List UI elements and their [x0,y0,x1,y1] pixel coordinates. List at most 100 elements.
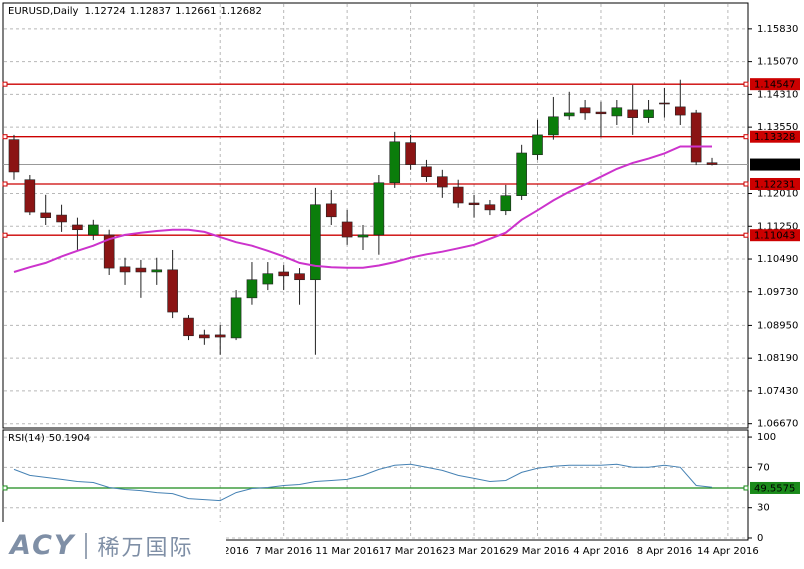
price-label-box [750,130,800,143]
candle-body [389,141,401,184]
brand-text: 稀万国际 [97,535,194,561]
candle-body [627,109,638,118]
level-marker [743,181,749,187]
price-label-box [750,78,800,91]
candle-body [135,267,147,273]
candle-body [167,269,178,313]
candle-body [563,112,575,117]
candle-body [119,266,131,273]
candle-body [516,152,527,196]
open-value: 1.12724 [84,6,125,17]
y-tick-label: 100 [757,432,776,443]
rsi-value: 50.1904 [49,433,90,444]
price-label: 1.13328 [754,132,795,143]
candle-body [659,102,670,105]
x-tick-label: 8 Apr 2016 [637,546,692,557]
level-marker [743,232,749,238]
level-marker [2,181,8,187]
price-label: 1.12231 [754,179,795,190]
watermark: ACY 稀万国际 [0,522,226,569]
candle-body [246,279,258,299]
chart-header: EURUSD,Daily 1.12724 1.12837 1.12661 1.12682 [8,6,262,17]
candle-body [183,317,194,337]
brand: ACY [10,530,76,561]
y-tick-label: 1.12010 [757,189,798,200]
candle-body [706,162,718,165]
y-tick-label: 1.07430 [757,386,798,397]
candle-body [611,107,623,117]
candle-body [40,212,52,218]
candle-body [437,176,448,188]
x-tick-label: 29 Mar 2016 [506,546,569,557]
y-tick-label: 1.08190 [757,353,798,364]
candle-body [8,139,20,173]
rsi-header: RSI(14) 50.1904 [8,433,90,444]
separator [85,532,88,559]
x-tick-label: 11 Mar 2016 [315,546,378,557]
candle-body [405,142,416,165]
current-price-label: 1.12682 [754,160,795,171]
candle-body [199,334,210,339]
x-tick-label: 23 Mar 2016 [442,546,505,557]
price-label-box [750,481,800,494]
candle-body [56,214,67,223]
candle-body [72,224,83,231]
candle-body [310,204,321,281]
candle-body [214,334,226,338]
y-tick-label: 1.11250 [757,221,798,232]
level-marker [2,485,8,491]
rsi-frame [2,429,749,541]
candle-body [532,134,543,156]
moving-average [13,145,712,273]
x-tick-label: 4 Apr 2016 [573,546,628,557]
candle-body [88,224,99,236]
y-tick-label: 1.09730 [757,287,798,298]
level-marker [743,134,749,140]
rsi-title: RSI(14) [8,433,45,444]
y-tick-label: 1.10490 [757,254,798,265]
y-tick-label: 1.15830 [757,24,798,35]
candle-body [421,166,432,178]
high-value: 1.12837 [130,6,171,17]
main-frame [2,2,749,429]
candle-body [579,107,591,114]
candle-body [230,297,242,339]
y-tick-label: 1.14310 [757,89,798,100]
price-label: 1.11043 [754,231,795,242]
y-tick-label: 1.15070 [757,57,798,68]
candle-body [690,112,702,163]
candle-body [325,203,337,218]
candle-body [484,204,496,211]
rsi-line [13,463,713,502]
y-tick-label: 1.06670 [757,419,798,430]
x-tick-label: 14 Apr 2016 [697,546,759,557]
candle-body [643,109,654,118]
candle-body [373,182,385,236]
candle-body [357,234,369,238]
candle-body [468,202,480,206]
price-label: 1.14547 [754,80,795,91]
x-tick-label: 7 Mar 2016 [255,546,312,557]
level-marker [2,134,8,140]
candle-body [500,195,512,212]
candle-body [262,273,274,285]
level-marker [743,485,749,491]
candle-body [548,116,559,136]
low-value: 1.12661 [175,6,216,17]
x-tick-label: 17 Mar 2016 [379,546,442,557]
level-marker [2,81,8,87]
candle-body [674,106,686,116]
y-tick-label: 1.13550 [757,122,798,133]
candle-body [341,221,353,238]
candle-body [24,179,36,213]
price-label-box [750,177,800,190]
candle-body [294,273,305,281]
level-marker [2,232,8,238]
close-value: 1.12682 [221,6,262,17]
candle-body [278,271,289,277]
symbol: EURUSD,Daily [8,6,79,17]
candle-body [103,234,115,269]
candle-body [452,186,464,204]
